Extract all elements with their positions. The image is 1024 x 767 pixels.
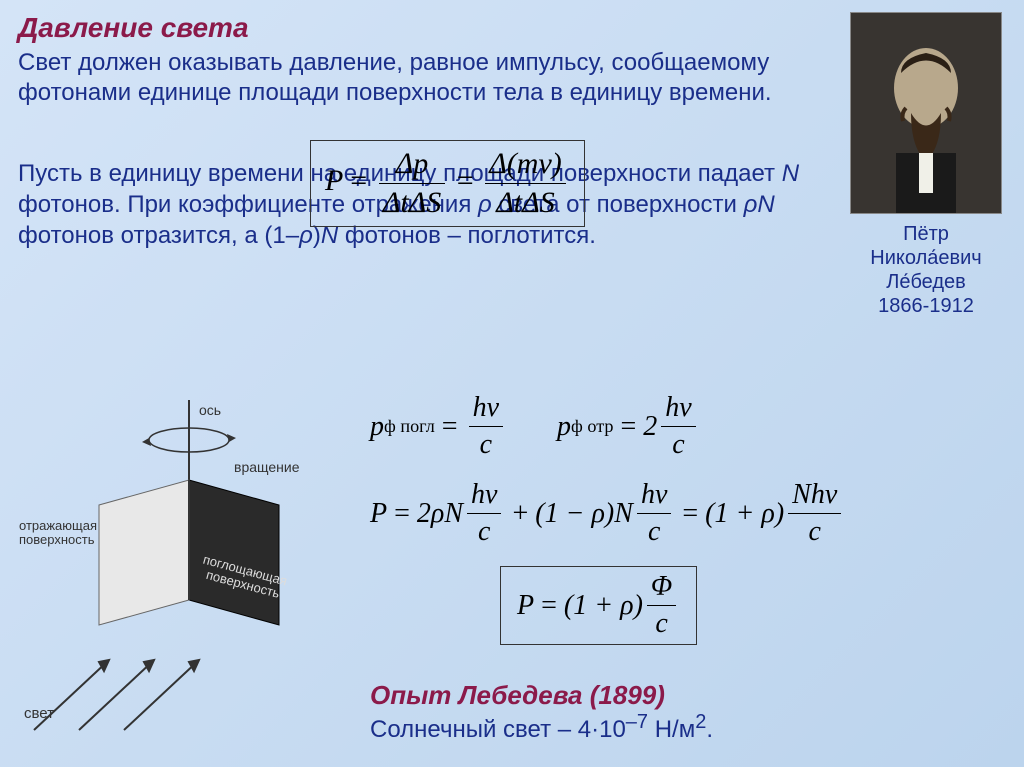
portrait: [850, 12, 1002, 214]
person-sidebar: Пётр Никола́евич Ле́бедев 1866-1912: [846, 12, 1006, 318]
f1-num2: Δ(mv): [485, 147, 566, 184]
f1-num1: Δp: [379, 147, 446, 184]
f1-den1: ΔtΔS: [379, 184, 446, 220]
f1-den2: ΔtΔS: [485, 184, 566, 220]
experiment-value: Солнечный свет – 4·10–7 Н/м2.: [370, 711, 713, 744]
pressure-definition-formula: P = Δp ΔtΔS = Δ(mv) ΔtΔS: [310, 140, 585, 227]
experiment-block: Опыт Лебедева (1899) Солнечный свет – 4·…: [370, 680, 713, 744]
lebedev-apparatus-diagram: ось вращение отражающая поверхность погл…: [14, 400, 344, 740]
experiment-title: Опыт Лебедева (1899): [370, 680, 713, 711]
intro-text: Свет должен оказывать давление, равное и…: [18, 48, 778, 108]
diag-light-label: свет: [24, 705, 54, 722]
diag-reflecting-label: отражающая поверхность: [19, 518, 101, 547]
person-caption: Пётр Никола́евич Ле́бедев 1866-1912: [846, 222, 1006, 318]
formulas-block: pф погл = hνc pф отр = 2 hνc P = 2ρN hνc…: [370, 392, 845, 663]
final-pressure-eq: P = (1 + ρ) Φc: [500, 566, 845, 645]
photon-momentum-eq: pф погл = hνc pф отр = 2 hνc: [370, 392, 845, 461]
f1-lhs: P: [325, 164, 343, 197]
diag-rotation-label: вращение: [234, 459, 300, 475]
diag-axis-label: ось: [199, 402, 221, 418]
pressure-sum-eq: P = 2ρN hνc + (1 − ρ)N hνc = (1 + ρ) Nhν…: [370, 479, 845, 548]
